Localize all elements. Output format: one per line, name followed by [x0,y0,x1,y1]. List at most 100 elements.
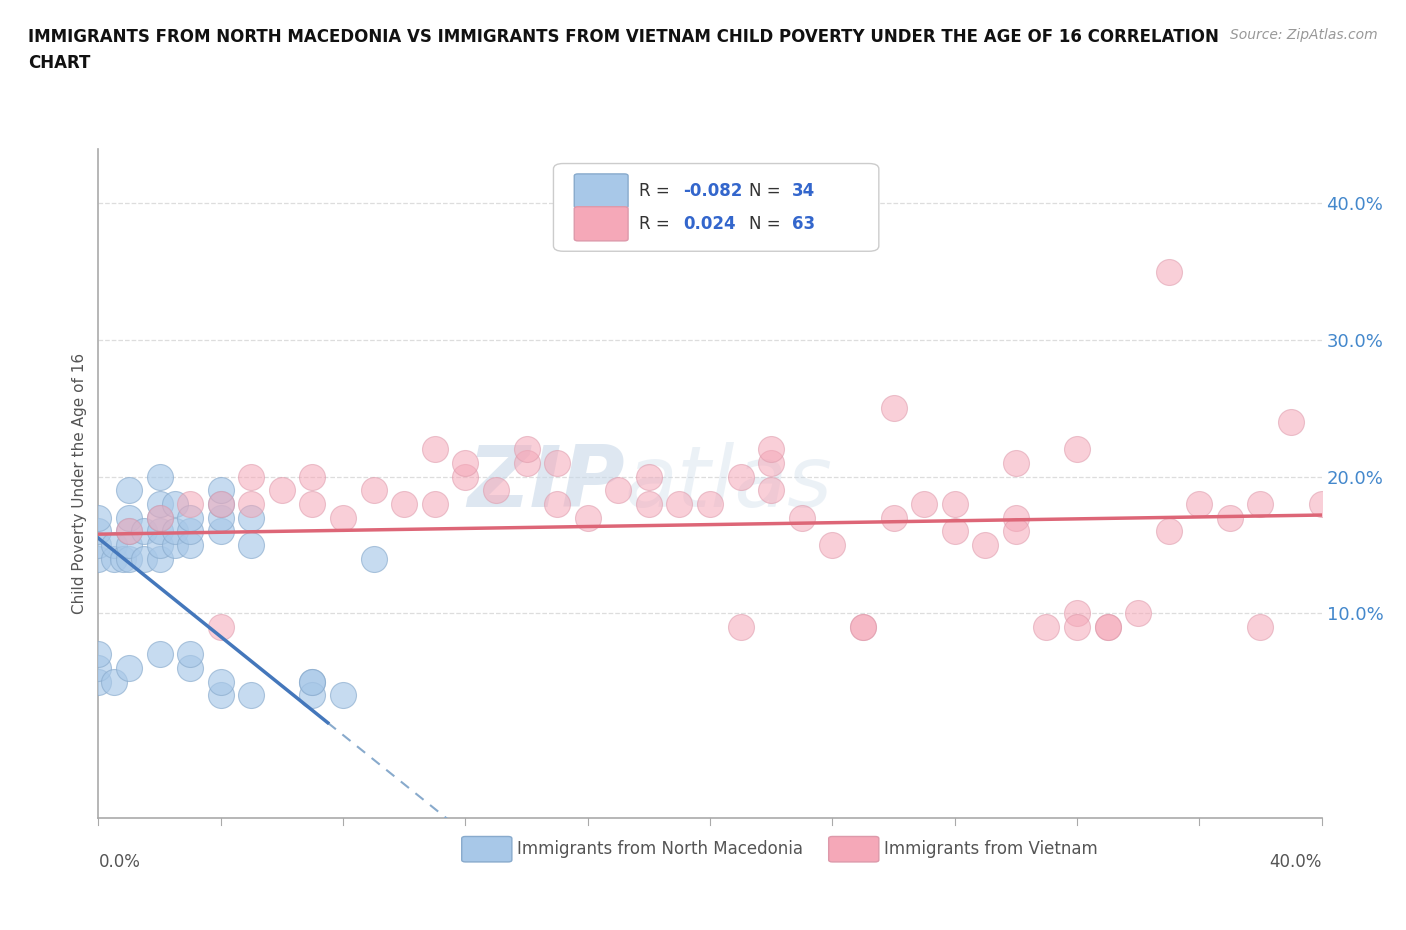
Point [790,511,813,525]
Point [1157,264,1180,279]
Point [546,456,568,471]
Point [392,497,416,512]
Point [332,511,354,525]
Point [209,483,232,498]
Point [179,647,201,662]
Point [363,483,385,498]
Point [730,470,752,485]
Text: R =: R = [640,215,675,232]
FancyBboxPatch shape [554,164,879,251]
Point [699,497,721,512]
Point [179,511,201,525]
Point [149,647,172,662]
Point [637,497,661,512]
Text: N =: N = [749,215,786,232]
Point [163,497,186,512]
FancyBboxPatch shape [461,836,512,862]
Point [912,497,935,512]
Point [1219,511,1241,525]
Point [1097,619,1119,634]
Text: N =: N = [749,182,786,200]
Text: Immigrants from Vietnam: Immigrants from Vietnam [884,840,1098,858]
Point [179,538,201,552]
FancyBboxPatch shape [828,836,879,862]
Point [363,551,385,566]
Text: Source: ZipAtlas.com: Source: ZipAtlas.com [1230,28,1378,42]
Point [301,674,323,689]
Point [759,483,782,498]
Point [118,660,141,675]
Point [179,660,201,675]
Text: ZIP: ZIP [467,442,624,525]
Point [1188,497,1211,512]
Point [149,524,172,538]
Point [149,470,172,485]
Point [1249,619,1271,634]
Point [149,511,172,525]
FancyBboxPatch shape [574,174,628,208]
Point [240,538,263,552]
Point [1004,524,1026,538]
Point [209,688,232,703]
Text: 63: 63 [792,215,815,232]
Text: 34: 34 [792,182,815,200]
Point [301,688,323,703]
Point [852,619,875,634]
Point [209,524,232,538]
Point [103,551,125,566]
Text: 0.024: 0.024 [683,215,735,232]
Point [883,511,905,525]
Point [103,674,125,689]
Point [149,551,172,566]
Point [974,538,997,552]
Point [111,551,134,566]
Point [852,619,875,634]
Point [149,538,172,552]
Point [240,511,263,525]
Point [943,524,966,538]
Point [209,497,232,512]
Point [179,524,201,538]
Text: atlas: atlas [624,442,832,525]
Point [87,538,110,552]
Point [637,470,661,485]
Point [1066,606,1088,621]
Point [1279,415,1302,430]
Point [1004,456,1026,471]
Point [1128,606,1150,621]
Point [423,442,446,457]
Point [118,483,141,498]
Text: Immigrants from North Macedonia: Immigrants from North Macedonia [517,840,803,858]
Point [179,497,201,512]
Point [87,511,110,525]
Point [149,497,172,512]
Point [87,660,110,675]
Point [270,483,292,498]
Point [209,497,232,512]
Point [1035,619,1057,634]
Point [103,538,125,552]
Point [668,497,690,512]
Text: IMMIGRANTS FROM NORTH MACEDONIA VS IMMIGRANTS FROM VIETNAM CHILD POVERTY UNDER T: IMMIGRANTS FROM NORTH MACEDONIA VS IMMIG… [28,28,1219,73]
Point [134,524,156,538]
Point [240,497,263,512]
Point [607,483,630,498]
Point [118,538,141,552]
Point [546,497,568,512]
FancyBboxPatch shape [574,206,628,241]
Point [516,442,538,457]
Point [423,497,446,512]
Point [240,688,263,703]
Point [943,497,966,512]
Text: R =: R = [640,182,675,200]
Y-axis label: Child Poverty Under the Age of 16: Child Poverty Under the Age of 16 [72,353,87,614]
Point [454,470,477,485]
Point [821,538,844,552]
Point [454,456,477,471]
Point [149,511,172,525]
Point [1004,511,1026,525]
Point [118,524,141,538]
Point [209,619,232,634]
Point [1249,497,1271,512]
Point [163,538,186,552]
